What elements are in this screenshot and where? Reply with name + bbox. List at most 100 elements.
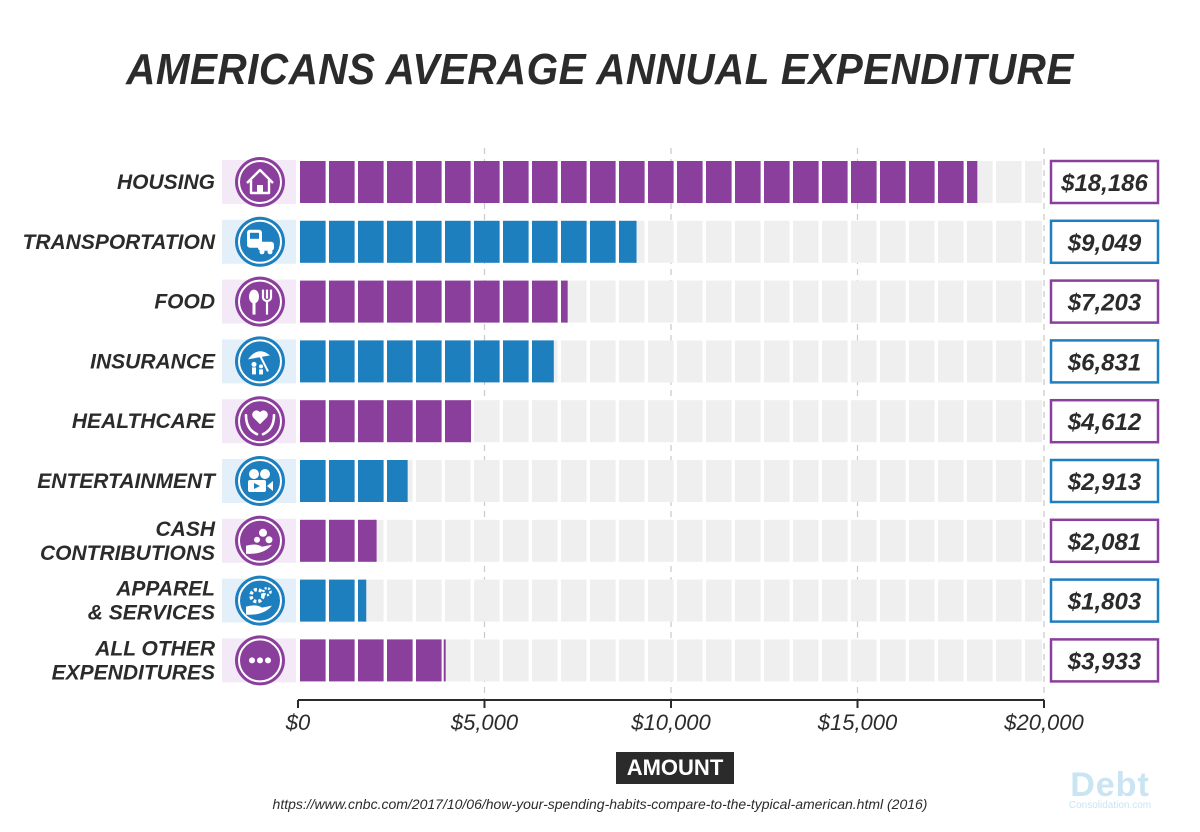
track-segment xyxy=(909,400,935,443)
track-segment xyxy=(851,340,877,383)
gear-shape xyxy=(249,587,265,604)
track-segment xyxy=(793,400,819,443)
track-segment xyxy=(503,579,529,622)
spoon-bowl xyxy=(249,289,259,304)
value-box xyxy=(1049,219,1160,265)
track-segment xyxy=(909,639,935,682)
track-segment xyxy=(561,519,587,562)
track-segment xyxy=(387,579,413,622)
bar-row: INSURANCE $6,831 xyxy=(90,336,1160,387)
wheel xyxy=(267,249,273,255)
bar-segment xyxy=(329,579,355,622)
dot xyxy=(249,657,255,664)
track-segment xyxy=(561,460,587,502)
track-segment xyxy=(503,460,529,502)
bar-segment xyxy=(329,519,355,562)
track-segment xyxy=(996,519,1022,562)
track-segment xyxy=(677,519,703,562)
bar-row: HOUSING $18,186 xyxy=(117,157,1160,207)
camera-lens xyxy=(267,481,273,491)
track-segment xyxy=(880,639,906,682)
bar-segment xyxy=(561,280,567,323)
track-segment xyxy=(590,579,616,622)
bar-segment xyxy=(561,161,587,203)
bar-segment xyxy=(619,220,636,263)
bar-segment xyxy=(329,400,355,443)
track-segment xyxy=(590,639,616,682)
bar-segment xyxy=(648,161,674,203)
bar-segment xyxy=(358,400,384,443)
track-segment xyxy=(590,400,616,443)
icon-ring xyxy=(238,160,282,204)
track-segment xyxy=(735,220,761,263)
track-segment xyxy=(648,460,674,502)
bar-segment xyxy=(445,400,471,443)
track-segment xyxy=(1025,639,1042,682)
icon-ring xyxy=(238,638,282,683)
track-segment xyxy=(938,519,964,562)
icon-ring xyxy=(238,459,282,503)
track-segment xyxy=(445,639,471,682)
track-segment xyxy=(677,400,703,443)
track-segment xyxy=(677,460,703,502)
bar-row: HEALTHCARE $4,612 xyxy=(72,396,1160,447)
track-segment xyxy=(1025,161,1042,203)
bar-segment xyxy=(329,161,355,203)
track-segment xyxy=(561,340,587,383)
track-segment xyxy=(706,280,732,323)
bar-segment xyxy=(561,220,587,263)
track-segment xyxy=(909,220,935,263)
track-segment xyxy=(880,579,906,622)
track-segment xyxy=(880,519,906,562)
brand-logo: Debt Consolidation.com xyxy=(1055,768,1165,812)
film-reel xyxy=(249,469,259,479)
track-segment xyxy=(474,460,500,502)
bar-segment xyxy=(909,161,935,203)
bar-segment xyxy=(387,340,413,383)
car-shape xyxy=(258,241,274,251)
track-segment xyxy=(619,340,645,383)
coin xyxy=(259,528,267,537)
house-door xyxy=(257,185,263,193)
track-segment xyxy=(880,400,906,443)
track-segment xyxy=(764,340,790,383)
track-segment xyxy=(619,460,645,502)
track-segment xyxy=(764,400,790,443)
bar-segment xyxy=(532,340,553,383)
track-segment xyxy=(532,519,558,562)
bar-segment xyxy=(358,280,384,323)
umbrella-handle xyxy=(258,352,269,372)
bar-segment xyxy=(532,161,558,203)
bar-segment xyxy=(387,460,407,502)
icon-ring xyxy=(238,518,282,563)
bar-segment xyxy=(416,161,442,203)
category-label: CASH xyxy=(155,518,215,541)
track-segment xyxy=(880,460,906,502)
track-segment xyxy=(909,280,935,323)
track-segment xyxy=(793,639,819,682)
bar-segment xyxy=(300,161,326,203)
track-segment xyxy=(706,460,732,502)
value-label: $18,186 xyxy=(1060,170,1148,197)
bar-segment xyxy=(358,161,384,203)
x-tick-label: $0 xyxy=(285,710,311,735)
track-segment xyxy=(561,579,587,622)
track-segment xyxy=(387,519,413,562)
track-segment xyxy=(851,579,877,622)
x-axis-label: AMOUNT xyxy=(626,755,724,780)
bar-segment xyxy=(416,340,442,383)
gear-small xyxy=(262,586,272,597)
track-segment xyxy=(532,579,558,622)
film-reel xyxy=(260,469,270,479)
track-segment xyxy=(474,519,500,562)
track-segment xyxy=(822,340,848,383)
category-label: HEALTHCARE xyxy=(72,410,216,433)
bar-segment xyxy=(822,161,848,203)
track-segment xyxy=(967,400,993,443)
track-segment xyxy=(735,579,761,622)
track-segment xyxy=(938,280,964,323)
track-segment xyxy=(474,639,500,682)
bar-segment xyxy=(445,220,471,263)
track-segment xyxy=(561,639,587,682)
